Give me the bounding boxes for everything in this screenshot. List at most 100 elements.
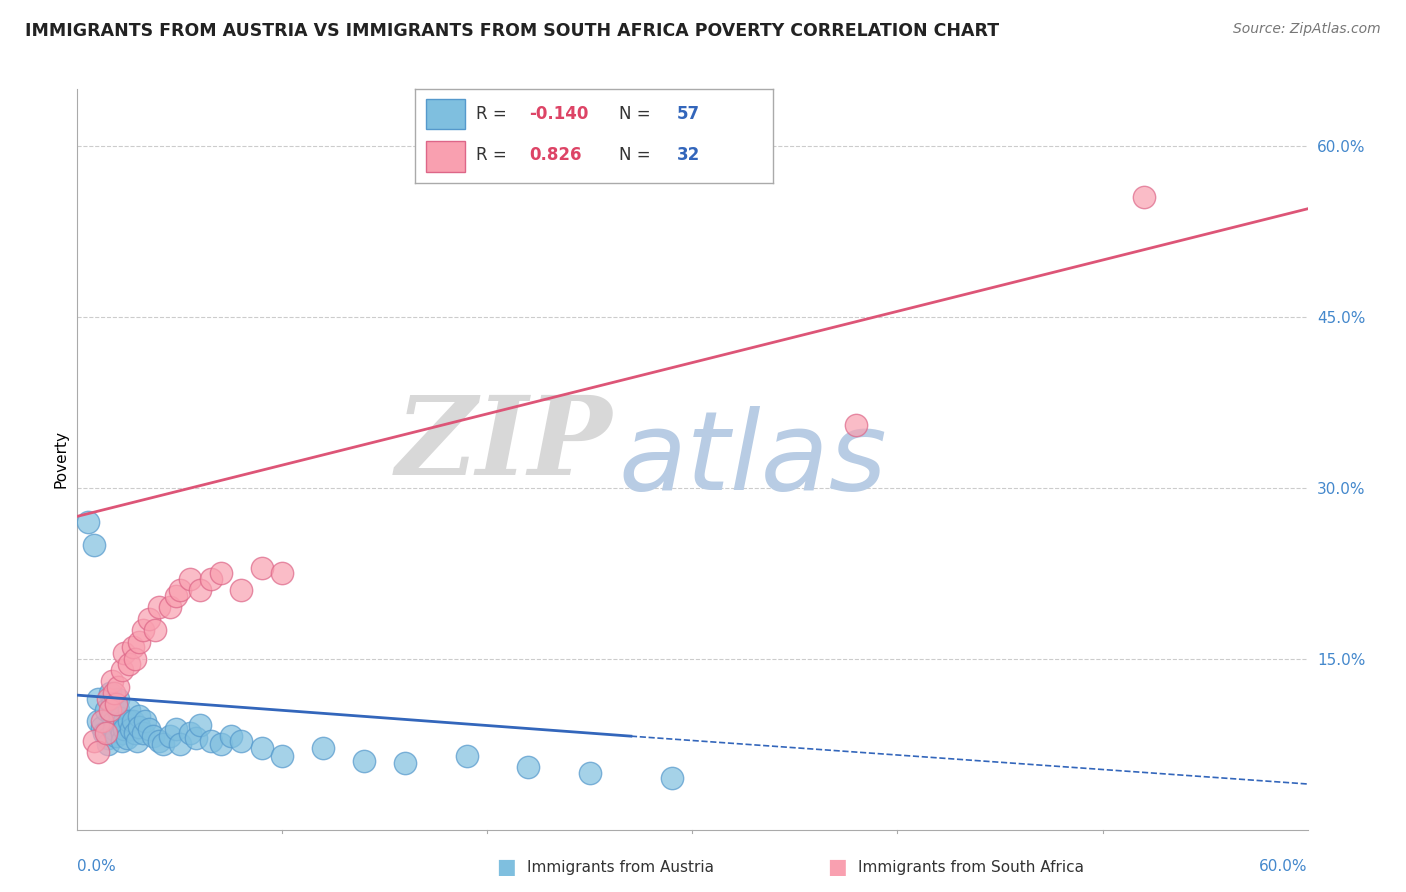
- Point: [200, 572, 222, 586]
- Point: [90, 720, 114, 734]
- Point: [186, 731, 208, 746]
- Point: [107, 703, 129, 717]
- Text: IMMIGRANTS FROM AUSTRIA VS IMMIGRANTS FROM SOUTH AFRICA POVERTY CORRELATION CHAR: IMMIGRANTS FROM AUSTRIA VS IMMIGRANTS FR…: [25, 22, 1000, 40]
- Point: [124, 651, 146, 665]
- Y-axis label: Poverty: Poverty: [53, 430, 69, 489]
- Text: Immigrants from South Africa: Immigrants from South Africa: [858, 860, 1084, 874]
- Point: [111, 663, 134, 677]
- Point: [90, 714, 114, 729]
- Point: [94, 703, 117, 717]
- Point: [128, 634, 150, 648]
- Point: [97, 691, 120, 706]
- Point: [231, 733, 253, 747]
- Point: [83, 733, 105, 747]
- Point: [76, 515, 98, 529]
- Point: [250, 560, 273, 574]
- Point: [103, 714, 125, 729]
- Point: [188, 718, 212, 732]
- Text: N =: N =: [619, 105, 657, 123]
- Point: [132, 624, 155, 638]
- Point: [87, 714, 110, 729]
- Point: [142, 729, 165, 743]
- Point: [179, 572, 201, 586]
- Point: [231, 583, 253, 598]
- Point: [101, 708, 124, 723]
- Text: Source: ZipAtlas.com: Source: ZipAtlas.com: [1233, 22, 1381, 37]
- Point: [103, 686, 125, 700]
- Point: [114, 723, 136, 737]
- Text: R =: R =: [475, 105, 512, 123]
- Point: [271, 566, 294, 581]
- Point: [148, 600, 170, 615]
- Point: [148, 733, 170, 747]
- Point: [579, 765, 602, 780]
- Point: [105, 729, 128, 743]
- Text: N =: N =: [619, 146, 657, 164]
- Point: [101, 674, 124, 689]
- Point: [661, 772, 683, 786]
- Point: [169, 737, 191, 751]
- Point: [169, 583, 191, 598]
- Point: [117, 703, 139, 717]
- Point: [97, 731, 120, 746]
- Point: [134, 714, 156, 729]
- Point: [143, 624, 166, 638]
- Text: ■: ■: [827, 857, 846, 877]
- Point: [101, 698, 124, 712]
- Point: [353, 754, 375, 768]
- Point: [165, 723, 187, 737]
- Text: 60.0%: 60.0%: [1260, 859, 1308, 874]
- Point: [179, 725, 201, 739]
- Point: [97, 737, 120, 751]
- Point: [121, 714, 143, 729]
- Point: [93, 725, 115, 739]
- Text: R =: R =: [475, 146, 512, 164]
- Text: 0.826: 0.826: [530, 146, 582, 164]
- Point: [105, 698, 128, 712]
- Point: [110, 711, 132, 725]
- Point: [83, 538, 105, 552]
- Point: [138, 612, 160, 626]
- Point: [271, 748, 294, 763]
- Point: [94, 725, 117, 739]
- Point: [200, 733, 222, 747]
- Point: [517, 760, 540, 774]
- Text: Immigrants from Austria: Immigrants from Austria: [527, 860, 714, 874]
- Point: [115, 731, 138, 746]
- Point: [117, 657, 139, 672]
- Point: [107, 680, 129, 694]
- Point: [125, 733, 148, 747]
- Point: [159, 729, 181, 743]
- Point: [114, 714, 136, 729]
- Point: [128, 708, 150, 723]
- Point: [159, 600, 181, 615]
- Point: [152, 737, 174, 751]
- Point: [209, 737, 232, 751]
- Text: atlas: atlas: [619, 406, 887, 513]
- Text: 57: 57: [676, 105, 700, 123]
- Point: [132, 725, 155, 739]
- Point: [107, 691, 129, 706]
- Point: [1132, 190, 1154, 204]
- Point: [165, 589, 187, 603]
- Point: [250, 740, 273, 755]
- Text: 0.0%: 0.0%: [77, 859, 117, 874]
- Point: [138, 723, 160, 737]
- Point: [111, 725, 134, 739]
- Point: [98, 686, 121, 700]
- Point: [188, 583, 212, 598]
- Text: -0.140: -0.140: [530, 105, 589, 123]
- Point: [111, 733, 134, 747]
- Point: [456, 748, 478, 763]
- Point: [110, 720, 132, 734]
- Point: [103, 723, 125, 737]
- Point: [845, 418, 868, 433]
- Point: [121, 640, 143, 655]
- Point: [128, 720, 150, 734]
- Text: 32: 32: [676, 146, 700, 164]
- Point: [124, 725, 146, 739]
- Bar: [426, 141, 465, 171]
- Point: [114, 646, 136, 660]
- Point: [209, 566, 232, 581]
- Point: [98, 703, 121, 717]
